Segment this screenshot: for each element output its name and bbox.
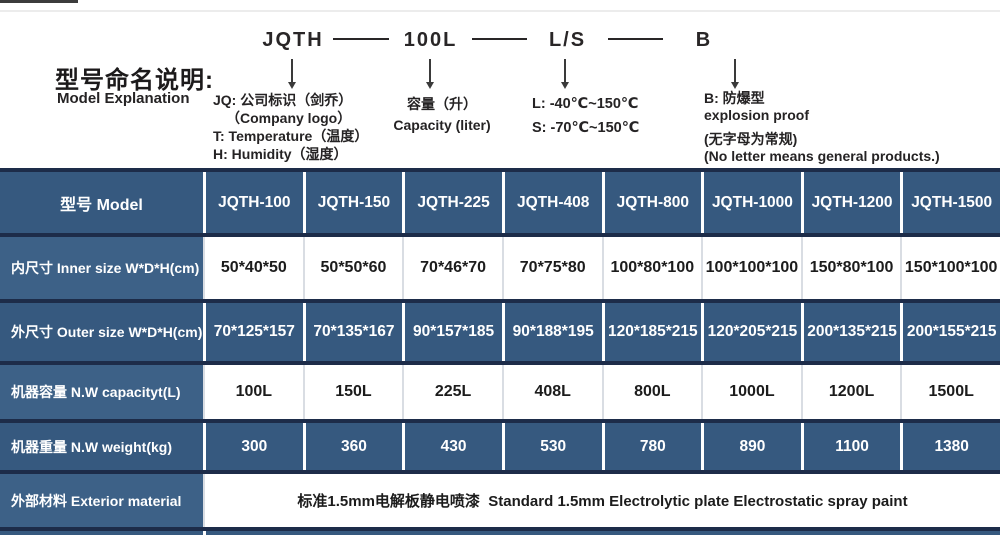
spec-value: 200*155*215 (903, 303, 1000, 361)
row-label: 外尺寸 Outer size W*D*H(cm) (0, 303, 203, 361)
spec-value: 200*135*215 (803, 303, 901, 361)
model-code-box-jqth: JQTH (253, 22, 333, 59)
header-model: JQTH-150 (305, 172, 403, 233)
header-model: JQTH-408 (504, 172, 602, 233)
spec-value: 50*50*60 (304, 237, 403, 299)
header-model: JQTH-225 (405, 172, 502, 233)
spec-value: 150*100*100 (902, 237, 1000, 299)
down-arrow-icon (426, 82, 434, 89)
spec-value: 430 (405, 423, 502, 470)
spec-value: 120*205*215 (704, 303, 801, 361)
diagram-title-cn: 型号命名说明: (55, 67, 214, 94)
table-row-outer-size: 外尺寸 Outer size W*D*H(cm) 70*125*157 70*1… (0, 303, 1000, 361)
note-capacity: 容量（升） Capacity (liter) (381, 94, 503, 136)
arrow-line (734, 59, 736, 82)
row-label: 机器重量 N.W weight(kg) (0, 423, 203, 470)
spec-value: 1500L (902, 365, 1000, 419)
spec-value: 300 (206, 423, 303, 470)
spec-value: 100*80*100 (603, 237, 702, 299)
row-label: 机器容量 N.W capacityt(L) (0, 365, 203, 419)
note-line: JQ: 公司标识（剑乔） (213, 92, 353, 108)
down-arrow-icon (288, 82, 296, 89)
note-line: （Company logo） (226, 110, 352, 126)
spec-value: 360 (305, 423, 403, 470)
arrow-line (564, 59, 566, 82)
note-line: Capacity (liter) (393, 117, 491, 133)
table-row-capacity: 机器容量 N.W capacityt(L) 100L 150L 225L 408… (0, 365, 1000, 419)
row-label: 内尺寸 Inner size W*D*H(cm) (0, 237, 203, 299)
box-connector-line (608, 38, 663, 40)
spec-value: 50*40*50 (205, 237, 303, 299)
row-label (0, 531, 203, 535)
arrow-line (429, 59, 431, 82)
arrow-line (291, 59, 293, 82)
header-model: JQTH-1200 (803, 172, 901, 233)
model-code-box-capacity: 100L (389, 22, 472, 59)
note-line: (No letter means general products.) (704, 148, 940, 164)
spec-value: 150*80*100 (802, 237, 901, 299)
spec-value: 100*100*100 (703, 237, 801, 299)
table-row-partial (0, 531, 1000, 535)
spec-table: 型号 Model JQTH-100 JQTH-150 JQTH-225 JQTH… (0, 168, 1000, 535)
header-model: JQTH-1000 (704, 172, 801, 233)
spec-value: 1000L (703, 365, 801, 419)
note-line: L: -40℃~150℃ (532, 96, 639, 112)
spec-value: 780 (604, 423, 702, 470)
top-corner-rule (0, 0, 78, 3)
table-row-weight: 机器重量 N.W weight(kg) 300 360 430 530 780 … (0, 423, 1000, 470)
header-label-model: 型号 Model (0, 172, 203, 233)
spec-value: 1200L (802, 365, 901, 419)
table-header-row: 型号 Model JQTH-100 JQTH-150 JQTH-225 JQTH… (0, 172, 1000, 233)
down-arrow-icon (731, 82, 739, 89)
spec-value: 90*157*185 (405, 303, 502, 361)
top-faint-rule (0, 10, 1000, 12)
spec-value: 408L (503, 365, 602, 419)
spec-value: 1100 (803, 423, 901, 470)
spec-value: 70*75*80 (503, 237, 602, 299)
spec-value: 225L (404, 365, 502, 419)
table-row-inner-size: 内尺寸 Inner size W*D*H(cm) 50*40*50 50*50*… (0, 237, 1000, 299)
header-model: JQTH-100 (206, 172, 303, 233)
note-company-logo: JQ: 公司标识（剑乔） （Company logo） T: Temperatu… (213, 91, 368, 163)
row-label: 外部材料 Exterior material (0, 474, 203, 527)
spec-value: 70*46*70 (404, 237, 502, 299)
note-line: 容量（升） (407, 96, 477, 112)
note-line: B: 防爆型 (704, 90, 765, 106)
spec-value: 100L (205, 365, 303, 419)
spec-value: 90*188*195 (504, 303, 602, 361)
spec-value: 800L (603, 365, 702, 419)
table-row-exterior-material: 外部材料 Exterior material 标准1.5mm电解板静电喷漆 St… (0, 474, 1000, 527)
note-line: H: Humidity（湿度） (213, 146, 348, 162)
box-connector-line (333, 38, 389, 40)
spec-value: 530 (504, 423, 602, 470)
model-code-box-temp-range: L/S (527, 22, 608, 59)
spec-value: 1380 (903, 423, 1000, 470)
spec-merged-value (206, 531, 1000, 535)
header-model: JQTH-800 (604, 172, 702, 233)
spec-value: 150L (304, 365, 403, 419)
spec-value: 70*125*157 (206, 303, 303, 361)
note-line: T: Temperature（温度） (213, 128, 369, 144)
spec-merged-value: 标准1.5mm电解板静电喷漆 Standard 1.5mm Electrolyt… (205, 474, 1000, 527)
note-explosion-proof: B: 防爆型 explosion proof (无字母为常规) (No lett… (704, 90, 940, 165)
down-arrow-icon (561, 82, 569, 89)
note-line: S: -70℃~150℃ (532, 120, 640, 136)
spec-value: 890 (704, 423, 801, 470)
note-line: (无字母为常规) (704, 131, 798, 147)
note-temperature-range: L: -40℃~150℃ S: -70℃~150℃ (532, 92, 639, 140)
note-line: explosion proof (704, 106, 809, 123)
spec-value: 120*185*215 (604, 303, 702, 361)
diagram-title-en: Model Explanation (57, 90, 190, 107)
model-code-box-explosion: B (663, 22, 745, 59)
spec-value: 70*135*167 (305, 303, 403, 361)
header-model: JQTH-1500 (903, 172, 1000, 233)
box-connector-line (472, 38, 527, 40)
